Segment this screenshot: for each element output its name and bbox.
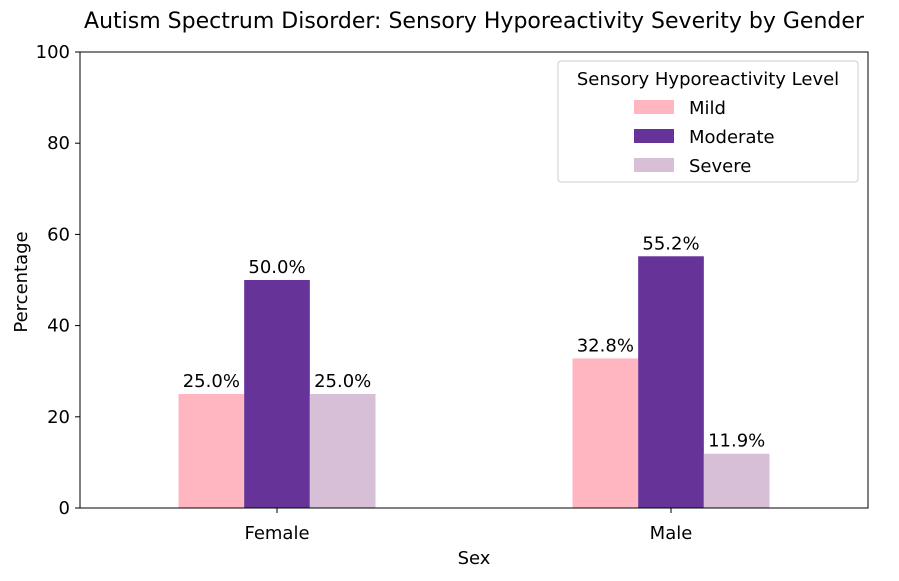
legend-entry-moderate: Moderate: [689, 127, 775, 148]
legend-entry-mild: Mild: [689, 98, 726, 119]
legend: Sensory Hyporeactivity Level Mild Moderate…: [557, 60, 859, 183]
legend-box: [557, 60, 859, 183]
y-axis-label: Percentage: [11, 231, 32, 332]
bar-moderate-male: [638, 256, 704, 508]
y-tick-label: 80: [47, 133, 70, 154]
bar-moderate-female: [244, 280, 310, 508]
legend-swatch-mild: [634, 100, 674, 114]
y-tick-label: 60: [47, 224, 70, 245]
bar-mild-male: [572, 358, 639, 508]
data-label-moderate-male: 55.2%: [642, 233, 699, 254]
y-tick-label: 40: [47, 316, 70, 337]
legend-swatch-moderate: [634, 129, 674, 143]
chart-title: Autism Spectrum Disorder: Sensory Hypore…: [84, 9, 865, 34]
bar-severe-female: [309, 394, 376, 508]
data-label-moderate-female: 50.0%: [248, 257, 305, 278]
y-tick-label: 100: [36, 42, 70, 63]
plot-area: 25.0% 32.8% 50.0% 55.2% 25.0% 11.9% 0 20 40 60 80 1…: [36, 42, 869, 544]
data-label-severe-male: 11.9%: [708, 431, 765, 452]
legend-title: Sensory Hyporeactivity Level: [577, 69, 839, 90]
y-tick-label: 20: [47, 407, 70, 428]
plot-frame: [79, 51, 869, 509]
data-label-mild-male: 32.8%: [577, 335, 634, 356]
bar-mild-female: [178, 394, 245, 508]
data-label-mild-female: 25.0%: [183, 371, 240, 392]
legend-entry-severe: Severe: [689, 156, 751, 177]
data-label-severe-female: 25.0%: [314, 371, 371, 392]
x-tick-label: Female: [244, 523, 309, 544]
x-tick-label: Male: [650, 523, 693, 544]
bar-severe-male: [703, 453, 770, 508]
y-tick-label: 0: [59, 498, 70, 519]
x-axis-label: Sex: [458, 548, 491, 569]
legend-swatch-severe: [634, 158, 674, 172]
